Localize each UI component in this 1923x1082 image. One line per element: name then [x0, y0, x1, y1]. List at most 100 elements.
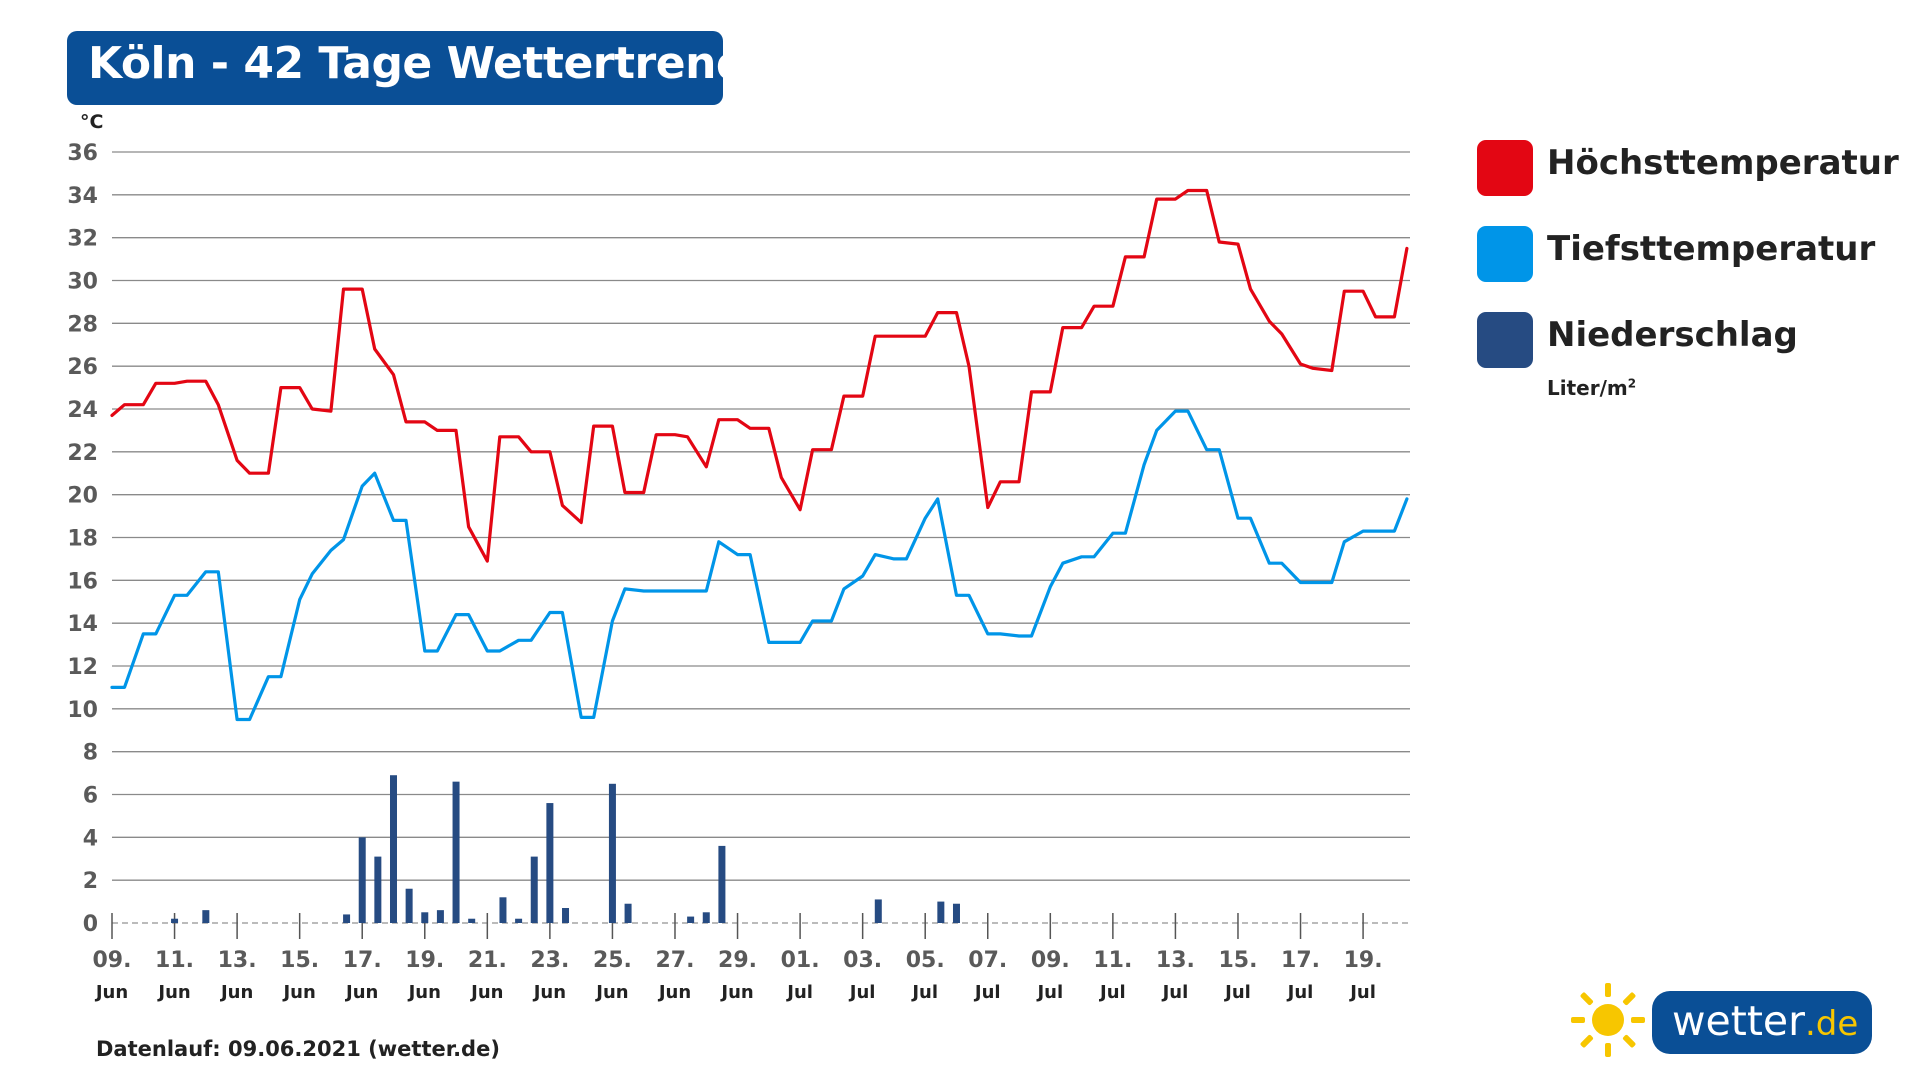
precipitation-bar — [530, 856, 538, 923]
x-tick-day: 23. — [530, 948, 569, 973]
precipitation-bar — [358, 837, 366, 923]
x-tick-month: Jul — [1098, 982, 1126, 1003]
legend-swatch-min — [1477, 226, 1533, 282]
wetter-de-logo: wetter.de — [1568, 983, 1872, 1057]
x-tick-month: Jul — [1223, 982, 1251, 1003]
x-tick-day: 27. — [655, 948, 694, 973]
y-tick-label: 34 — [67, 184, 98, 209]
temperature-lines — [110, 188, 1409, 722]
x-tick-day: 13. — [218, 948, 257, 973]
x-tick-month: Jun — [719, 982, 753, 1003]
precip-unit-label: Liter/m2 — [1547, 376, 1637, 400]
precipitation-bars — [171, 775, 960, 923]
precipitation-bar — [546, 803, 554, 923]
x-tick-month: Jun — [281, 982, 315, 1003]
precipitation-bar — [374, 856, 382, 923]
precipitation-bar — [515, 918, 523, 923]
x-tick-day: 13. — [1156, 948, 1195, 973]
precipitation-bar — [608, 783, 616, 923]
y-tick-label: 26 — [67, 355, 98, 380]
x-tick-month: Jun — [657, 982, 691, 1003]
precipitation-bar — [171, 918, 179, 923]
x-tick-month: Jun — [407, 982, 441, 1003]
x-tick-month: Jul — [1286, 982, 1314, 1003]
x-tick-month: Jun — [156, 982, 190, 1003]
gridlines — [112, 151, 1410, 924]
y-tick-label: 22 — [67, 441, 98, 466]
precipitation-bar — [452, 781, 460, 923]
precipitation-bar — [389, 775, 397, 923]
x-axis-ticks: 09. Jun 11. Jun 13. Jun 15. Jun 17. Jun 19. Jun 21. J… — [93, 913, 1383, 1003]
x-tick-day: 17. — [1281, 948, 1320, 973]
x-tick-month: Jun — [344, 982, 378, 1003]
legend-swatch-precip — [1477, 312, 1533, 368]
y-tick-label: 12 — [67, 655, 98, 680]
legend-label-precip: Niederschlag — [1547, 315, 1798, 355]
y-tick-label: 28 — [67, 312, 98, 337]
min-temperature-line — [110, 409, 1409, 722]
data-run-footer: Datenlauf: 09.06.2021 (wetter.de) — [96, 1037, 500, 1061]
y-tick-label: 2 — [83, 869, 98, 894]
x-tick-month: Jul — [848, 982, 876, 1003]
precipitation-bar — [702, 912, 710, 923]
x-tick-day: 21. — [468, 948, 507, 973]
x-tick-month: Jun — [469, 982, 503, 1003]
legend-label-max: Höchsttemperatur — [1547, 143, 1899, 183]
y-tick-label: 14 — [67, 612, 98, 637]
x-tick-month: Jul — [973, 982, 1001, 1003]
precipitation-bar — [421, 912, 429, 923]
x-tick-month: Jun — [94, 982, 128, 1003]
legend-swatch-max — [1477, 140, 1533, 196]
x-tick-day: 19. — [405, 948, 444, 973]
x-tick-month: Jun — [532, 982, 566, 1003]
precipitation-bar — [952, 903, 960, 923]
chart-title: Köln - 42 Tage Wettertrend — [88, 38, 747, 89]
y-axis-unit-label: °C — [80, 111, 104, 133]
precipitation-bar — [405, 888, 413, 923]
y-tick-label: 32 — [67, 227, 98, 252]
x-tick-day: 11. — [1093, 948, 1132, 973]
precipitation-bar — [202, 910, 210, 923]
precipitation-bar — [874, 899, 882, 923]
title-banner — [67, 31, 723, 105]
y-tick-label: 4 — [83, 826, 98, 851]
precipitation-bar — [468, 918, 476, 923]
x-tick-day: 15. — [280, 948, 319, 973]
x-tick-day: 19. — [1344, 948, 1383, 973]
x-tick-month: Jul — [910, 982, 938, 1003]
x-tick-month: Jun — [594, 982, 628, 1003]
x-tick-month: Jul — [1348, 982, 1376, 1003]
x-tick-day: 25. — [593, 948, 632, 973]
precipitation-bar — [562, 908, 570, 923]
sun-icon — [1571, 983, 1645, 1057]
max-temperature-line — [110, 188, 1409, 563]
y-tick-label: 24 — [67, 398, 98, 423]
x-tick-month: Jul — [1035, 982, 1063, 1003]
y-tick-label: 8 — [83, 741, 98, 766]
y-tick-label: 6 — [83, 784, 98, 809]
y-tick-label: 30 — [67, 270, 98, 295]
logo-pill — [1652, 991, 1872, 1054]
x-tick-day: 29. — [718, 948, 757, 973]
y-tick-label: 0 — [83, 912, 98, 937]
precipitation-bar — [718, 845, 726, 923]
precipitation-bar — [436, 910, 444, 923]
y-tick-label: 16 — [67, 569, 98, 594]
x-tick-day: 05. — [906, 948, 945, 973]
x-tick-month: Jun — [219, 982, 253, 1003]
precipitation-bar — [343, 914, 351, 923]
y-tick-label: 20 — [67, 484, 98, 509]
logo-wordmark: wetter.de — [1672, 997, 1859, 1045]
x-tick-day: 17. — [343, 948, 382, 973]
x-tick-month: Jul — [785, 982, 813, 1003]
y-tick-label: 18 — [67, 527, 98, 552]
x-tick-day: 09. — [93, 948, 132, 973]
legend-label-min: Tiefsttemperatur — [1547, 229, 1876, 269]
x-tick-day: 15. — [1218, 948, 1257, 973]
x-tick-month: Jul — [1161, 982, 1189, 1003]
precipitation-bar — [687, 916, 695, 923]
x-tick-day: 01. — [781, 948, 820, 973]
y-tick-label: 10 — [67, 698, 98, 723]
